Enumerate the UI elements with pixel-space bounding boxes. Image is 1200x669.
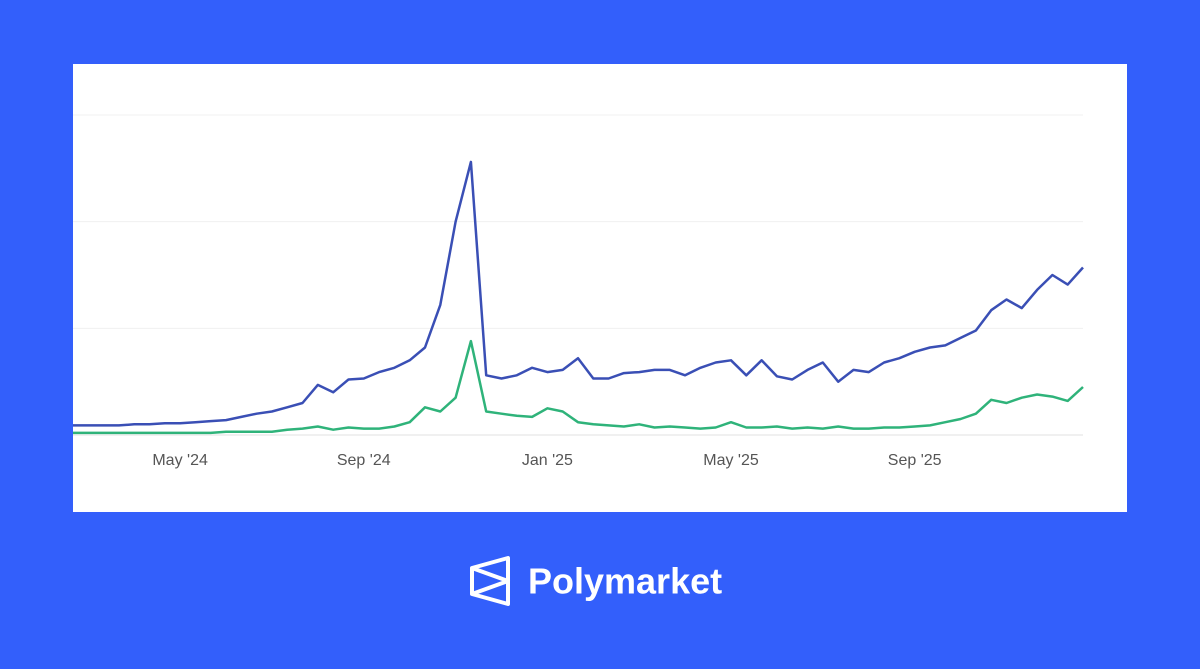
chart: May '24 Sep '24 Jan '25 May '25 Sep '25 [73, 114, 1084, 469]
x-tick-label: Sep '25 [888, 452, 942, 469]
x-tick-label: Jan '25 [522, 452, 573, 469]
x-tick-label: Sep '24 [337, 452, 391, 469]
x-tick-label: May '25 [703, 452, 759, 469]
chart-card [73, 64, 1127, 512]
series-line [73, 160, 1084, 427]
brand-name: Polymarket [528, 561, 722, 602]
x-tick-label: May '24 [152, 452, 208, 469]
series-line [73, 339, 1084, 435]
logo-icon [470, 556, 510, 606]
